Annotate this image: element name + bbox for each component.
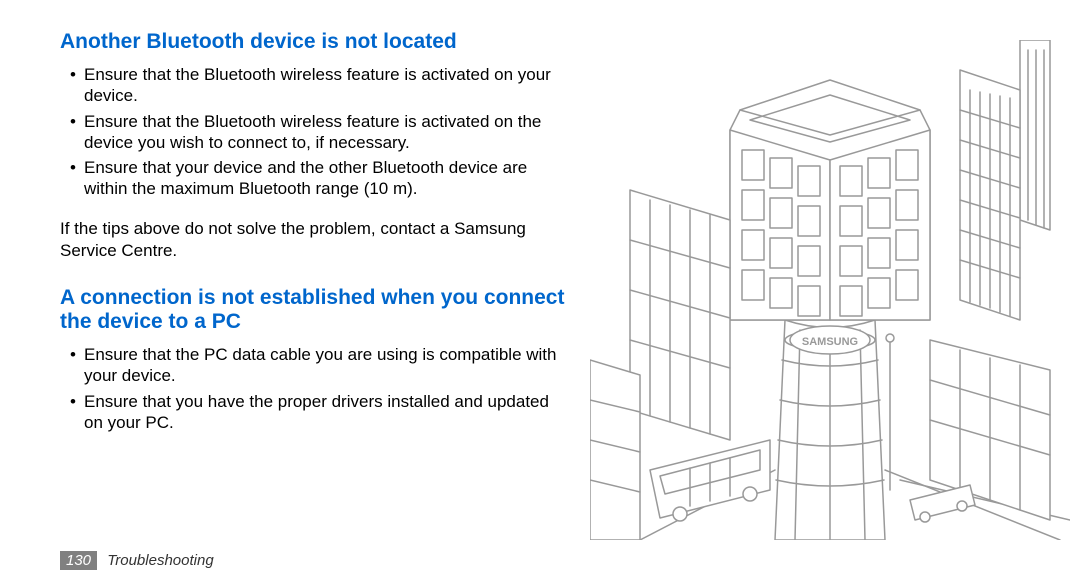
heading-bluetooth-not-located: Another Bluetooth device is not located (60, 30, 570, 54)
page-footer: 130 Troubleshooting (60, 551, 214, 570)
bullet-item: Ensure that the PC data cable you are us… (70, 344, 570, 387)
bullet-item: Ensure that your device and the other Bl… (70, 157, 570, 200)
footer-label: Troubleshooting (107, 552, 213, 569)
cityscape-illustration: SAMSUNG (590, 40, 1070, 540)
page-container: Another Bluetooth device is not located … (0, 0, 1080, 586)
heading-pc-connection: A connection is not established when you… (60, 286, 570, 334)
samsung-logo-text: SAMSUNG (802, 336, 858, 348)
bullet-list-bluetooth: Ensure that the Bluetooth wireless featu… (70, 64, 570, 200)
bullet-item: Ensure that you have the proper drivers … (70, 391, 570, 434)
text-column: Another Bluetooth device is not located … (60, 30, 570, 433)
paragraph-contact-service: If the tips above do not solve the probl… (60, 218, 570, 262)
page-number: 130 (60, 551, 97, 570)
bullet-item: Ensure that the Bluetooth wireless featu… (70, 64, 570, 107)
bullet-list-pc: Ensure that the PC data cable you are us… (70, 344, 570, 433)
bullet-item: Ensure that the Bluetooth wireless featu… (70, 111, 570, 154)
